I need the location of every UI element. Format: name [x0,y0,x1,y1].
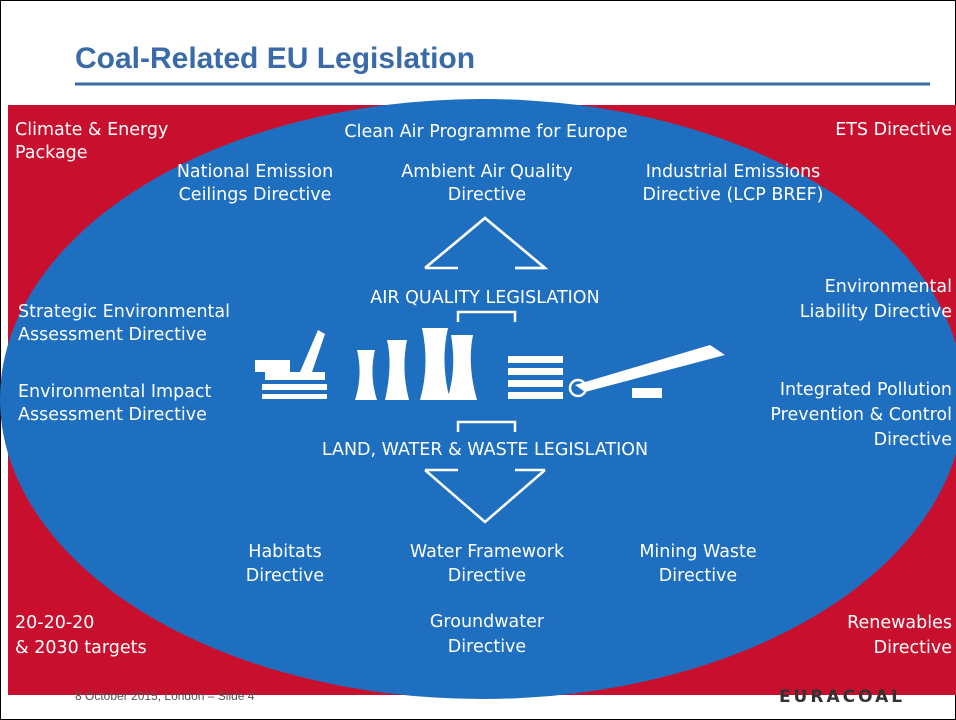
stockpile-icon [508,356,563,399]
directive-label: Directive (LCP BREF) [643,185,824,205]
directive-label: Industrial Emissions [646,162,821,182]
up-arrow-stem [456,310,517,322]
directive-label: ETS Directive [835,120,952,140]
up-arrow [424,216,546,270]
cooling-towers-icon [355,328,477,400]
directive-label: Water Framework [410,542,565,562]
arrows [424,216,549,524]
reclaimer-icon [575,345,725,398]
footer-text: 8 October 2015, London – Slide 4 [75,689,255,703]
directive-label: Ambient Air Quality [401,162,572,182]
directive-label: Assessment Directive [18,405,207,425]
directive-label: Prevention & Control [770,405,952,425]
directive-label: Renewables [847,613,952,633]
logo: EURACOAL [779,687,905,707]
excavator-icon [255,330,327,399]
directive-label: LAND, WATER & WASTE LEGISLATION [322,440,648,460]
directive-label: Integrated Pollution [780,380,952,400]
directive-label: Directive [448,185,526,205]
icons [255,328,725,400]
down-arrow [424,468,546,524]
directive-label: Climate & Energy [15,120,168,140]
down-arrow-stem [456,420,517,432]
directive-label: Habitats [248,542,321,562]
directive-label: Mining Waste [639,542,756,562]
directive-label: Ceilings Directive [179,185,332,205]
directive-label: 20-20-20 [15,613,94,633]
directive-label: Directive [246,566,324,586]
directive-label: Directive [448,637,526,657]
directive-label: Environmental Impact [18,382,212,402]
directive-label: Environmental [825,277,952,297]
directive-label: Directive [448,566,526,586]
directive-label: National Emission [177,162,333,182]
directive-label: & 2030 targets [15,638,147,658]
directive-label: Assessment Directive [18,325,207,345]
directive-label: Directive [874,430,952,450]
directive-label: Clean Air Programme for Europe [344,122,627,142]
directive-label: Package [15,143,88,163]
directive-label: Groundwater [430,612,545,632]
slide-title: Coal-Related EU Legislation [75,42,475,75]
reclaimer-wheel [568,378,588,398]
directive-label: Strategic Environmental [18,302,230,322]
directive-label: Directive [659,566,737,586]
blue-ellipse [0,99,956,699]
directive-label: Directive [874,638,952,658]
directive-label: Liability Directive [800,302,952,322]
directive-label: AIR QUALITY LEGISLATION [370,288,599,308]
